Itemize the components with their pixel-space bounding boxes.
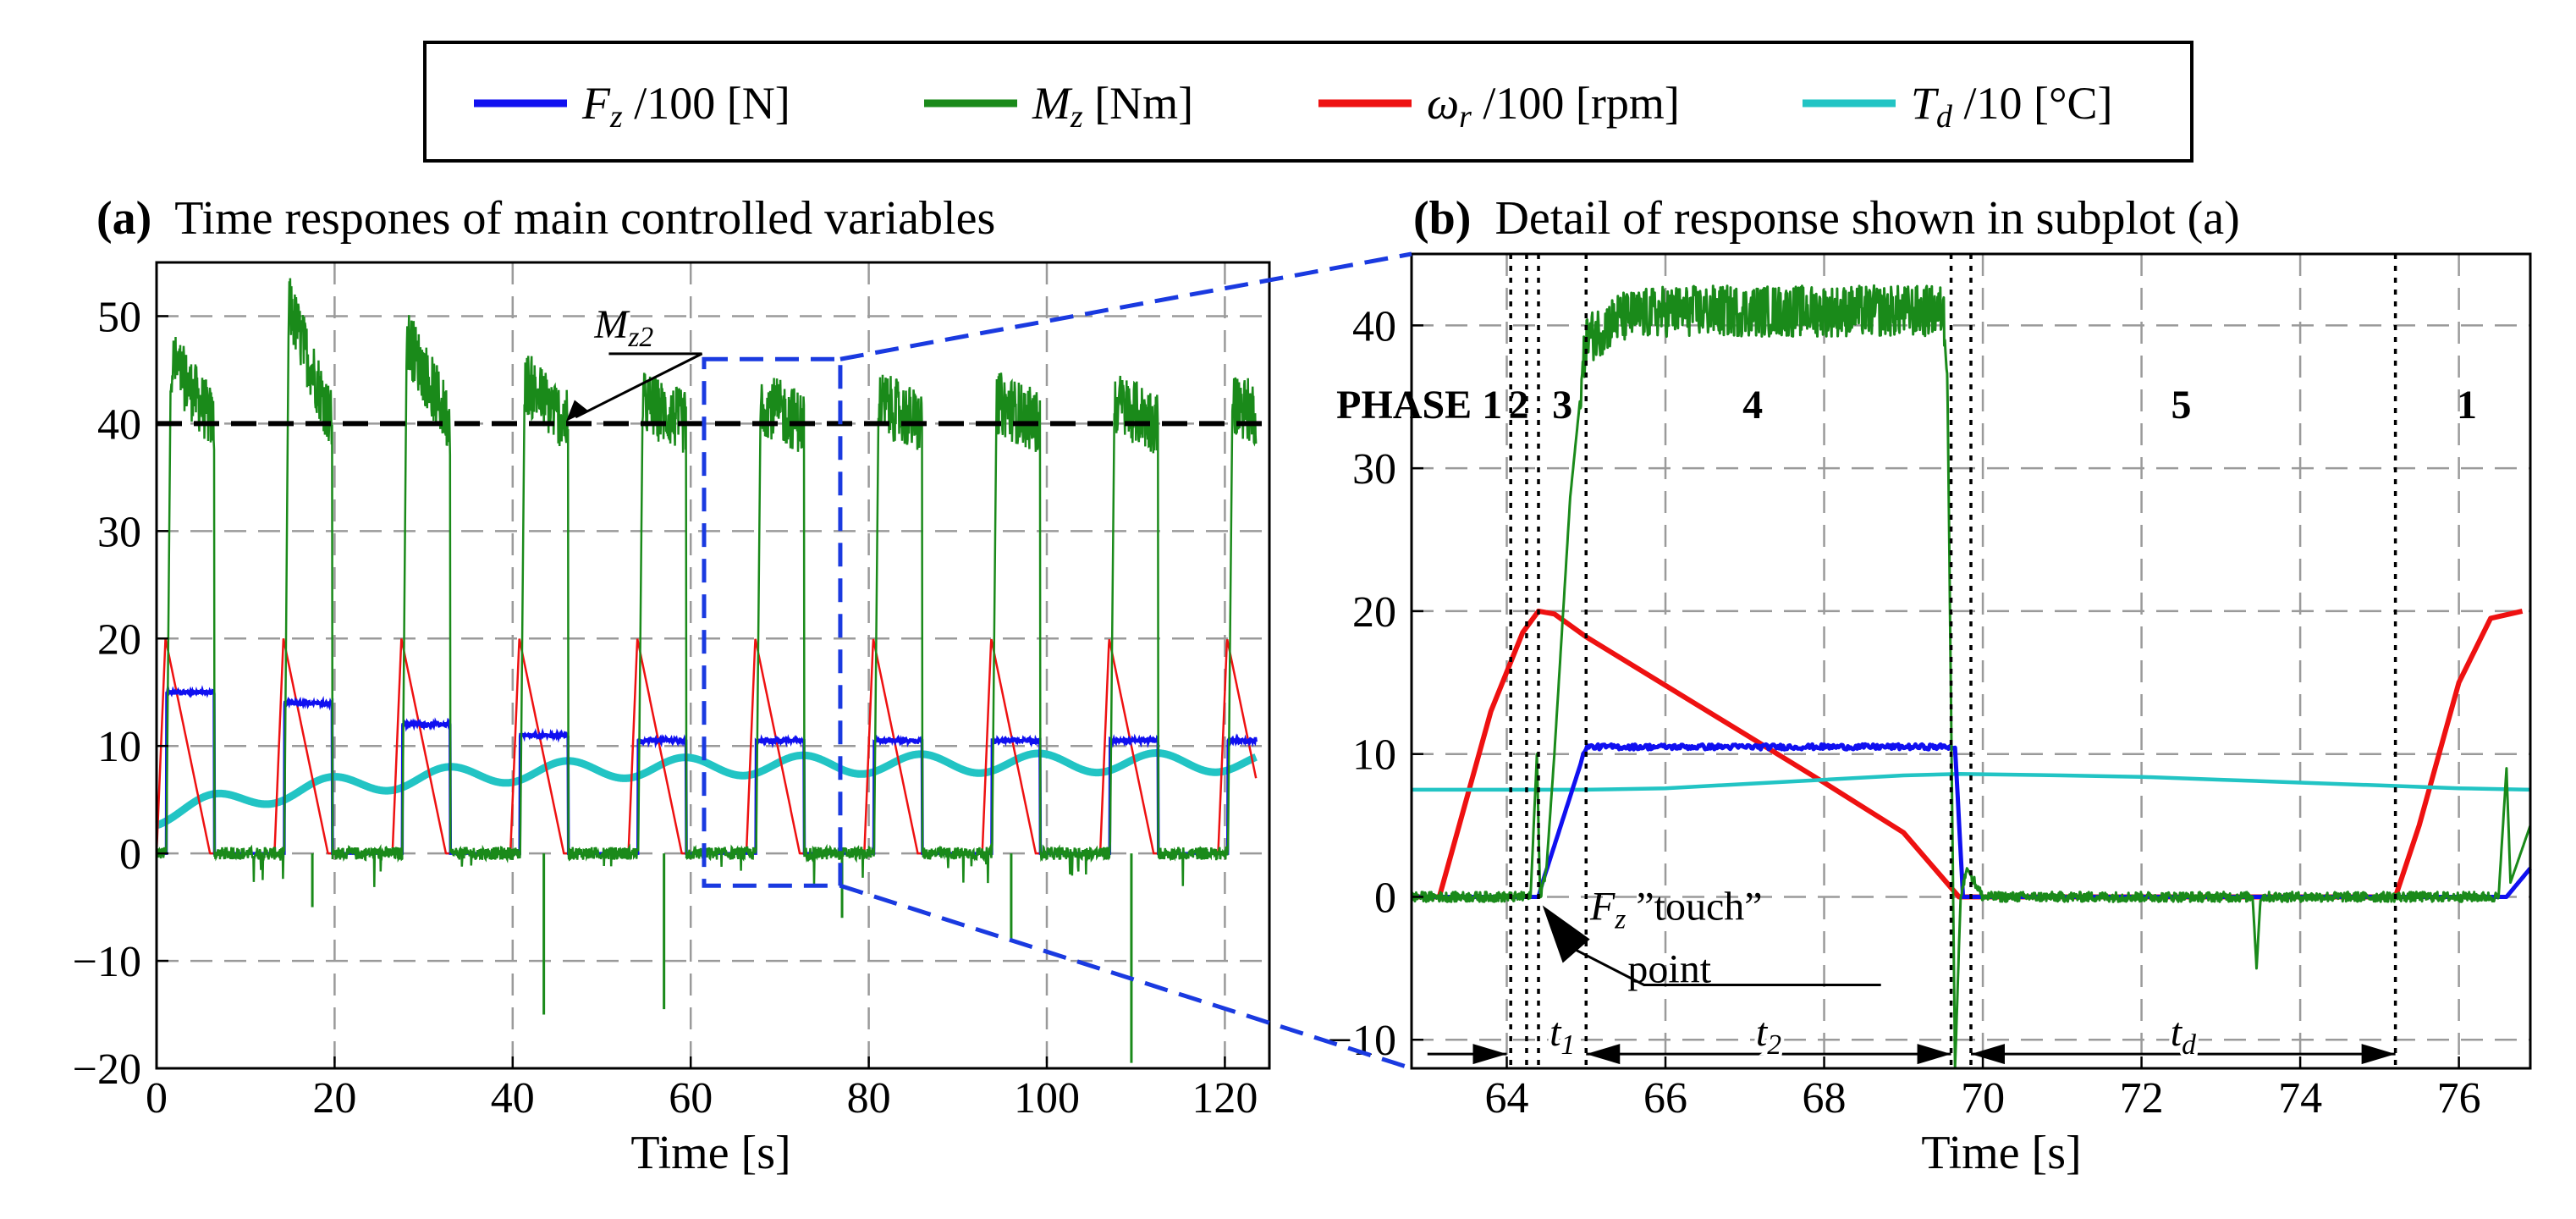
y-tick-label: 50 [97,293,141,341]
x-tick-label: 74 [2278,1074,2322,1122]
panel-b-frame [1410,252,2532,1070]
series-Mz-a [156,278,1258,887]
y-tick-label: −10 [73,938,141,986]
interval-arrowhead [1586,1044,1621,1065]
legend-item-omega: ωr /100 [rpm] [1318,78,1680,135]
phase-label: 4 [1742,383,1763,427]
interval-label: t1 [1549,1010,1575,1061]
legend-label-Mz: Mz [Nm] [1032,78,1193,135]
x-tick-label: 68 [1803,1074,1847,1122]
y-tick-label: 0 [1374,874,1396,922]
interval-arrowhead [1971,1044,2005,1065]
legend-label-omega: ωr /100 [rpm] [1427,78,1680,135]
legend-label-Fz: Fz /100 [N] [581,78,790,135]
phase-label: 2 [1509,383,1529,427]
interval-t1: t1 [1546,1007,1578,1064]
panel-b-title: (b) Detail of response shown in subplot … [1413,192,2240,245]
interval-arrowhead [1917,1044,1951,1065]
y-tick-label: −10 [1328,1017,1396,1065]
mz2-label: Mz2 [593,302,653,353]
interval-arrowhead [2361,1044,2396,1065]
x-tick-label: 0 [146,1074,168,1122]
legend-item-Mz: Mz [Nm] [924,78,1193,135]
x-tick-label: 70 [1961,1074,2005,1122]
touch-leader [1574,948,1881,986]
panel-b-title-text: Detail of response shown in subplot (a) [1494,192,2239,245]
x-tick-label: 64 [1485,1074,1529,1122]
zoom-connector-top [839,251,1412,361]
series-Td-a [153,749,1260,830]
zoom-box [702,356,843,888]
interval-t2: t2 [1586,1007,1951,1065]
interval-label: t2 [1756,1010,1781,1061]
legend-label-Td: Td /10 [°C] [1911,78,2113,135]
legend: Fz /100 [N] Mz [Nm] ωr /100 [rpm] Td /10 [°… [423,41,2193,163]
x-tick-label: 100 [1014,1074,1080,1122]
interval-arrowhead [1472,1044,1507,1065]
series-omega-b [1412,608,2524,900]
x-tick-label: 76 [2437,1074,2481,1122]
y-tick-label: 10 [97,723,141,771]
panel-a: Mz2 0 20 40 60 80 100 120 −20 −10 0 10 20 30 40 50 [73,261,1271,1122]
x-tick-label: 72 [2120,1074,2164,1122]
y-tick-label: −20 [73,1045,141,1094]
x-tick-label: 80 [847,1074,891,1122]
y-tick-label: 30 [1352,445,1396,494]
touch-arrowhead [1542,905,1590,963]
x-tick-label: 60 [669,1074,713,1122]
panel-a-frame [155,261,1271,1070]
phase-label: 1 [2457,383,2477,427]
y-tick-label: 0 [119,830,141,879]
panel-a-tag: (a) [96,192,151,245]
series-Td-b [1412,772,2531,792]
panel-a-title-text: Time respones of main controlled variabl… [174,192,995,245]
y-tick-label: 40 [97,400,141,449]
x-tick-label: 20 [312,1074,356,1122]
x-tick-label: 120 [1192,1074,1258,1122]
mz2-leader [575,352,703,419]
interval-label: td [2171,1010,2196,1061]
legend-item-Td: Td /10 [°C] [1803,78,2113,135]
mz2-arrowhead [565,400,588,422]
phase-label: PHASE 1 [1336,383,1502,427]
phase-label: 3 [1552,383,1572,427]
legend-item-Fz: Fz /100 [N] [474,78,790,135]
interval-td: td [1971,1007,2396,1065]
panel-a-title: (a) Time respones of main controlled var… [96,192,995,245]
x-tick-label: 40 [491,1074,535,1122]
y-tick-label: 10 [1352,731,1396,780]
phase-label: 5 [2171,383,2191,427]
touch-label-1: Fz ”touch” [1589,884,1763,935]
panel-b-xlabel: Time [s] [1921,1127,2081,1179]
y-tick-label: 20 [97,615,141,664]
panel-b-tag: (b) [1413,192,1471,245]
x-tick-label: 66 [1643,1074,1687,1122]
y-tick-label: 30 [97,508,141,556]
touch-label-2: point [1627,947,1711,992]
y-tick-label: 40 [1352,302,1396,350]
y-tick-label: 20 [1352,588,1396,637]
zoom-connector-bottom [839,883,1412,1071]
legend-box [423,41,2193,163]
series-Mz-b [1410,284,2532,1070]
panel-a-xlabel: Time [s] [630,1127,790,1179]
